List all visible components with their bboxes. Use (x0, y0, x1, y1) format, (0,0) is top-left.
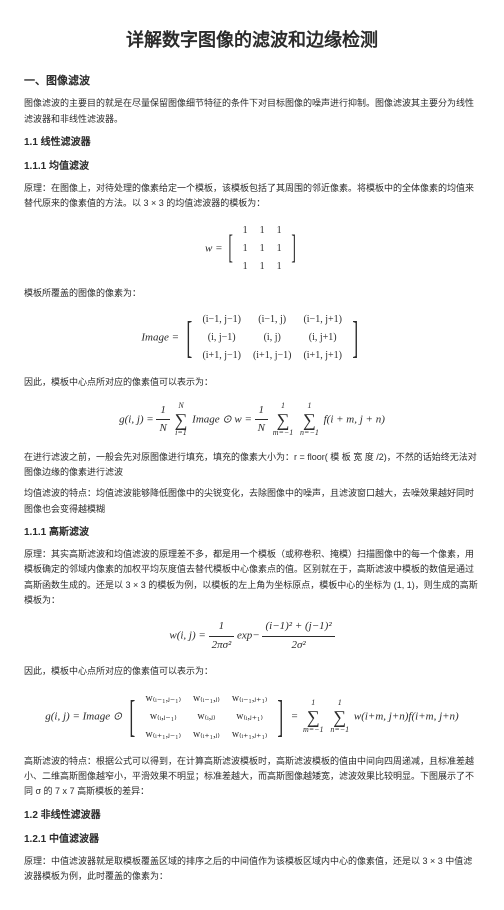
formula-g-mean: g(i, j) = 1N N∑i=1 Image ⊙ w = 1N 1∑m=−1… (24, 400, 480, 440)
para-gauss-principle: 原理：其实高斯滤波和均值滤波的原理差不多，都是用一个模板（或称卷积、掩模）扫描图… (24, 547, 480, 608)
section-1-2-heading: 1.2 非线性滤波器 (24, 808, 480, 824)
para-gauss-feature: 高斯滤波的特点：根据公式可以得到，在计算高斯滤波模板时，高斯滤波模板的值由中间向… (24, 754, 480, 800)
para-padding: 在进行滤波之前，一般会先对原图像进行填充，填充的像素大小为：r = floor(… (24, 450, 480, 481)
image-eq-lhs: Image = (141, 331, 181, 343)
para-median-principle: 原理：中值滤波器就是取模板覆盖区域的排序之后的中间值作为该模板区域内中心的像素值… (24, 854, 480, 885)
formula-image-matrix: Image = [ (i−1, j−1)(i−1, j)(i−1, j+1) (… (24, 311, 480, 365)
para-mean-principle: 原理：在图像上，对待处理的像素给定一个模板，该模板包括了其周围的邻近像素。将模板… (24, 181, 480, 212)
mid-text: Image ⊙ w = (192, 414, 254, 426)
g2-eq: = (291, 710, 301, 722)
section-1-1-heading: 1.1 线性滤波器 (24, 135, 480, 151)
g2-tail: w(i+m, j+n)f(i+m, j+n) (354, 710, 459, 722)
g2-lhs: g(i, j) = Image ⊙ (45, 710, 125, 722)
para-therefore-2: 因此，模板中心点所对应的像素值可以表示为： (24, 664, 480, 679)
g-lhs: g(i, j) = (119, 414, 156, 426)
formula-w-matrix: w = [ 111 111 111 ] (24, 222, 480, 276)
gauss-lhs: w(i, j) = (169, 630, 208, 642)
gauss-exp: exp− (237, 630, 262, 642)
formula-g-gauss: g(i, j) = Image ⊙ [ w₍ᵢ₋₁,ⱼ₋₁₎w₍ᵢ₋₁,ⱼ₎w₍… (24, 690, 480, 744)
w-eq-lhs: w = (205, 242, 225, 254)
para-image-cover: 模板所覆盖的图像的像素为： (24, 286, 480, 301)
page-title: 详解数字图像的滤波和边缘检测 (24, 26, 480, 55)
section-1-heading: 一、图像滤波 (24, 73, 480, 91)
formula-gauss-kernel: w(i, j) = 12πσ² exp− (i−1)² + (j−1)²2σ² (24, 618, 480, 654)
para-intro: 图像滤波的主要目的就是在尽量保留图像细节特征的条件下对目标图像的噪声进行抑制。图… (24, 96, 480, 127)
para-therefore-1: 因此，模板中心点所对应的像素值可以表示为： (24, 375, 480, 390)
section-1-1-2-heading: 1.1.1 高斯滤波 (24, 525, 480, 541)
section-1-1-1-heading: 1.1.1 均值滤波 (24, 159, 480, 175)
g-tail: f(i + m, j + n) (324, 414, 385, 426)
para-mean-feature: 均值滤波的特点：均值滤波能够降低图像中的尖锐变化，去除图像中的噪声，且滤波窗口越… (24, 486, 480, 517)
section-1-2-1-heading: 1.2.1 中值滤波器 (24, 832, 480, 848)
